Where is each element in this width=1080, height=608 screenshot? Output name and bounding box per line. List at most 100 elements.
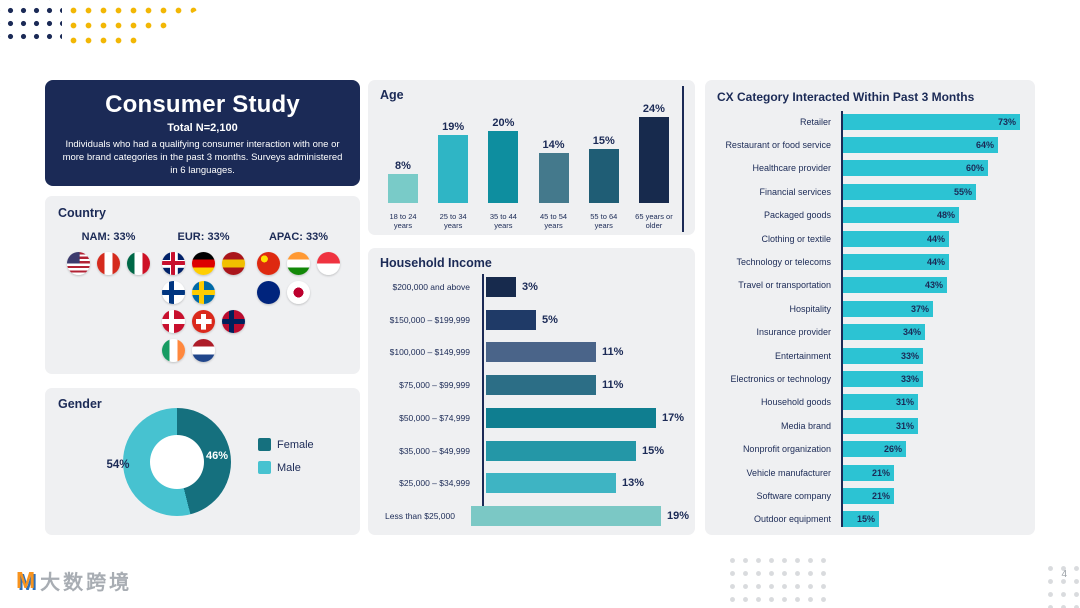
india-flag — [287, 252, 310, 275]
income-category-label: Less than $25,000 — [385, 510, 455, 521]
cx-value-label: 21% — [871, 467, 890, 478]
country-region-0: NAM: 33% — [67, 231, 150, 368]
income-row: $35,000 – $49,999 15% — [380, 440, 689, 462]
cx-category-label: Media brand — [780, 420, 831, 431]
cx-row: Packaged goods 48% — [711, 207, 1031, 224]
cx-value-label: 48% — [936, 210, 955, 221]
income-row: $200,000 and above 3% — [380, 276, 689, 298]
age-panel: Age 8% 19% 20% 14% 15% 24% 18 to 24 years 25 t… — [368, 80, 695, 235]
age-value-label: 19% — [442, 121, 465, 133]
income-bar — [486, 309, 536, 330]
household-income-panel: Household Income $200,000 and above 3% $15… — [368, 248, 695, 535]
age-bar-group: 20% — [480, 117, 526, 203]
age-axis-line — [682, 86, 684, 232]
age-bar-chart: 8% 19% 20% 14% 15% 24% — [380, 102, 677, 203]
decorative-dots-bottom-gray — [726, 554, 832, 608]
cx-category-label: Vehicle manufacturer — [746, 467, 831, 478]
age-tick-label: 18 to 24 years — [389, 211, 417, 231]
cx-row: Media brand 31% — [711, 417, 1031, 434]
cx-bar: 26% — [843, 441, 906, 458]
watermark-text: 大数跨境 — [40, 572, 133, 594]
age-tick-label: 25 to 34 years — [439, 211, 467, 231]
income-value-label: 5% — [542, 313, 558, 326]
cx-row: Nonprofit organization 26% — [711, 441, 1031, 458]
age-panel-title: Age — [380, 88, 404, 102]
uk-flag — [162, 252, 185, 275]
flag-row — [162, 252, 245, 275]
flag-row — [257, 252, 340, 275]
cx-value-label: 34% — [902, 327, 921, 338]
cx-value-label: 37% — [910, 303, 929, 314]
country-panel: Country NAM: 33% EUR: 33% APAC: 33% — [45, 196, 360, 374]
cx-bar: 43% — [843, 277, 947, 294]
age-tick-label: 55 to 64 years — [590, 211, 618, 231]
cx-row: Clothing or textile 44% — [711, 230, 1031, 247]
decorative-dots-top-left-yellow — [64, 0, 216, 48]
cx-row: Vehicle manufacturer 21% — [711, 464, 1031, 481]
cx-row: Healthcare provider 60% — [711, 160, 1031, 177]
denmark-flag — [162, 310, 185, 333]
cx-category-label: Financial services — [759, 186, 831, 197]
age-bar-group: 15% — [581, 135, 627, 203]
cx-value-label: 21% — [871, 491, 890, 501]
watermark-logo: M 大数跨境 — [16, 566, 132, 595]
cx-bar: 21% — [843, 464, 894, 481]
region-label: EUR: 33% — [177, 231, 230, 243]
cx-axis-line — [841, 111, 843, 527]
income-row: $50,000 – $74,999 17% — [380, 407, 689, 429]
china-flag — [257, 252, 280, 275]
country-panel-title: Country — [58, 206, 106, 220]
cx-bar: 37% — [843, 300, 933, 317]
cx-category-label: Electronics or technology — [730, 373, 831, 384]
age-value-label: 24% — [642, 103, 665, 115]
legend-item-male: Male — [258, 461, 314, 474]
flag-row — [162, 281, 245, 304]
sweden-flag — [192, 281, 215, 304]
income-row: $75,000 – $99,999 11% — [380, 374, 689, 396]
income-value-label: 19% — [666, 509, 689, 522]
cx-panel-title: CX Category Interacted Within Past 3 Mon… — [717, 90, 975, 104]
study-title: Consumer Study — [105, 91, 300, 118]
singapore-flag — [317, 252, 340, 275]
spain-flag — [222, 252, 245, 275]
germany-flag — [192, 252, 215, 275]
legend-label: Male — [277, 461, 301, 474]
age-value-label: 15% — [592, 135, 615, 147]
cx-value-label: 55% — [953, 186, 972, 197]
cx-value-label: 26% — [883, 444, 902, 455]
income-bar-chart: $200,000 and above 3% $150,000 – $199,999 5… — [380, 276, 689, 527]
cx-value-label: 15% — [856, 514, 875, 525]
ireland-flag — [162, 339, 185, 362]
cx-bar: 15% — [843, 511, 879, 528]
income-category-label: $200,000 and above — [392, 282, 470, 292]
cx-category-label: Nonprofit organization — [742, 444, 831, 455]
cx-bar: 48% — [843, 207, 959, 224]
cx-bar: 44% — [843, 230, 949, 247]
age-value-label: 14% — [542, 139, 565, 151]
cx-category-label: Restaurant or food service — [725, 139, 831, 150]
cx-category-label: Outdoor equipment — [753, 514, 831, 525]
flag-row — [162, 339, 245, 362]
cx-category-label: Software company — [756, 491, 831, 501]
income-category-label: $50,000 – $74,999 — [399, 412, 470, 423]
cx-bar: 34% — [843, 324, 925, 341]
female-percentage-label: 46% — [205, 450, 229, 462]
age-tick-label: 65 years or older — [635, 211, 673, 231]
gender-panel-title: Gender — [58, 397, 102, 411]
cx-row: Software company 21% — [711, 488, 1031, 505]
cx-bar: 21% — [843, 488, 894, 504]
legend-label: Female — [277, 438, 314, 451]
cx-row: Retailer 73% — [711, 113, 1031, 130]
cx-value-label: 44% — [926, 233, 945, 244]
usa-flag — [67, 252, 90, 275]
legend-item-female: Female — [258, 438, 314, 451]
income-value-label: 3% — [522, 281, 538, 293]
cx-category-label: Technology or telecoms — [736, 256, 831, 267]
cx-bar: 60% — [843, 160, 988, 177]
income-bar — [486, 277, 516, 297]
switzerland-flag — [192, 310, 215, 333]
cx-bar: 64% — [843, 136, 998, 153]
flag-row — [162, 310, 245, 333]
cx-bar: 55% — [843, 183, 976, 200]
